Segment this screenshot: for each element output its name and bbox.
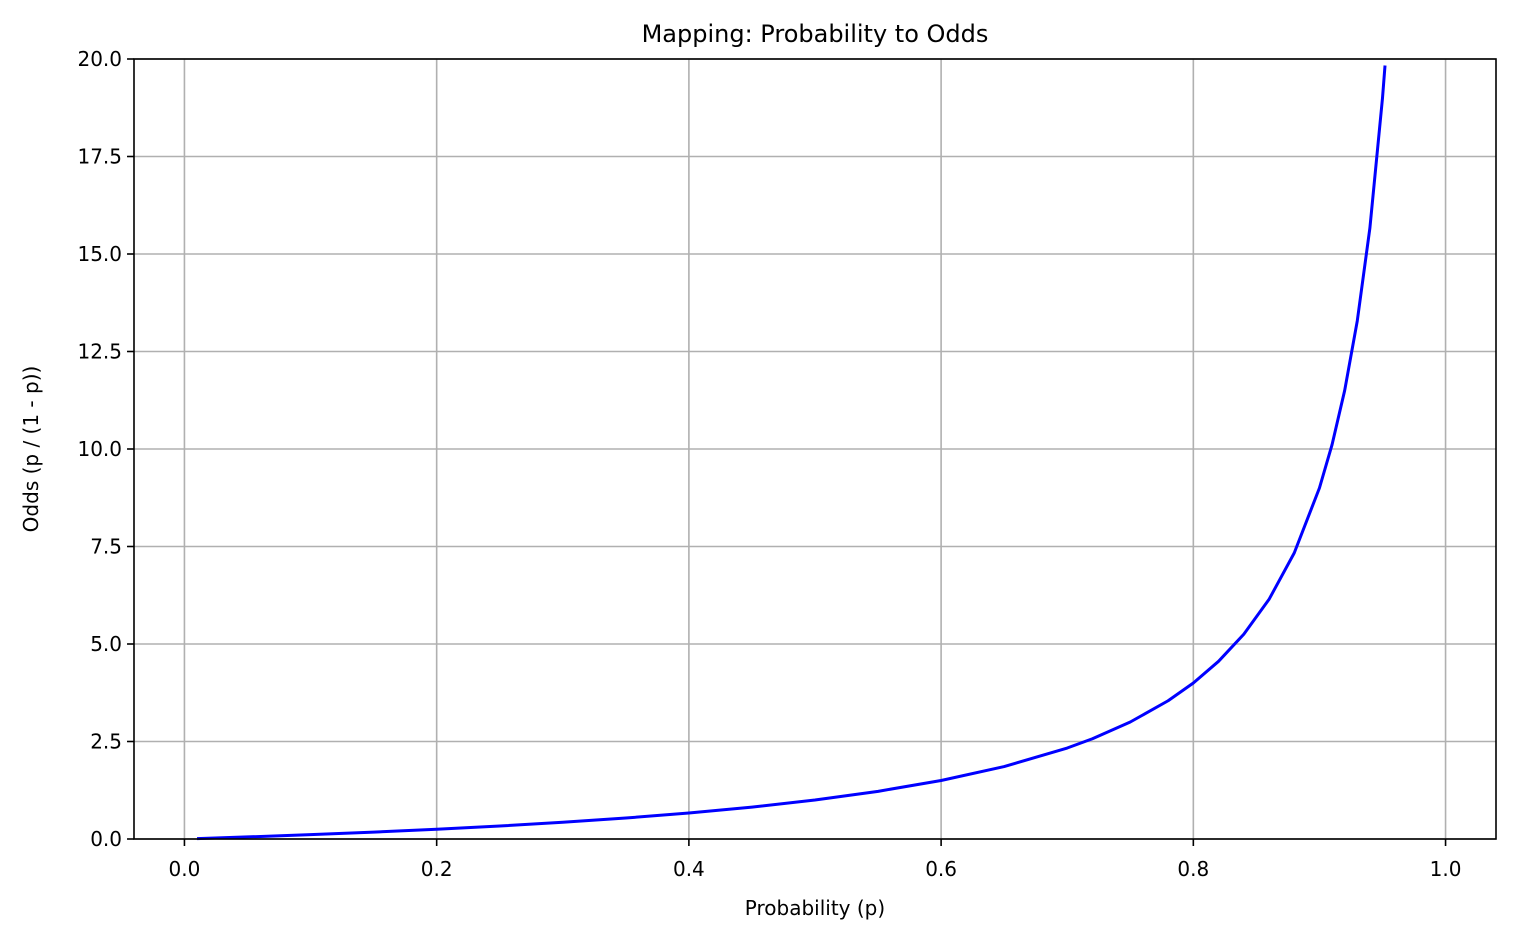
x-tick-label: 0.6 bbox=[925, 857, 957, 881]
x-tick-label: 0.4 bbox=[673, 857, 705, 881]
series-line bbox=[197, 65, 1387, 841]
y-tick-label: 20.0 bbox=[77, 47, 122, 71]
x-tick-label: 1.0 bbox=[1430, 857, 1462, 881]
y-axis-label: Odds (p / (1 - p)) bbox=[19, 366, 43, 533]
y-tick-label: 15.0 bbox=[77, 242, 122, 266]
x-axis-label: Probability (p) bbox=[745, 896, 885, 920]
y-tick-label: 2.5 bbox=[90, 730, 122, 754]
x-tick-label: 0.8 bbox=[1177, 857, 1209, 881]
y-tick-label: 7.5 bbox=[90, 535, 122, 559]
y-tick-label: 10.0 bbox=[77, 437, 122, 461]
chart-title: Mapping: Probability to Odds bbox=[642, 20, 989, 48]
grid bbox=[134, 58, 1496, 840]
y-tick-label: 5.0 bbox=[90, 632, 122, 656]
series-group bbox=[197, 65, 1387, 841]
x-tick-label: 0.2 bbox=[421, 857, 453, 881]
y-tick-label: 17.5 bbox=[77, 145, 122, 169]
y-axis: 0.0 2.5 5.0 7.5 10.0 12.5 15.0 17.5 20.0 bbox=[77, 47, 134, 851]
y-tick-label: 12.5 bbox=[77, 340, 122, 364]
x-axis: 0.0 0.2 0.4 0.6 0.8 1.0 bbox=[169, 839, 1462, 881]
x-tick-label: 0.0 bbox=[169, 857, 201, 881]
y-tick-label: 0.0 bbox=[90, 827, 122, 851]
